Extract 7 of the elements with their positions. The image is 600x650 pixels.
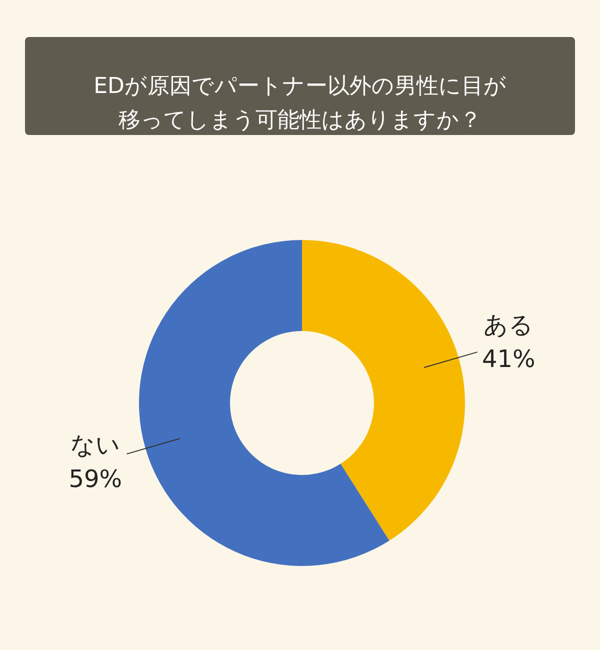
data-label: 41% bbox=[482, 344, 536, 373]
slice-label: ある bbox=[484, 310, 534, 339]
chart-title: EDが原因でパートナー以外の男性に目が移ってしまう可能性はありますか？ bbox=[94, 74, 506, 133]
slice-label: ない bbox=[70, 431, 120, 460]
donut-slice bbox=[302, 240, 465, 541]
donut-slice bbox=[139, 240, 390, 566]
data-label: 59% bbox=[68, 465, 122, 494]
